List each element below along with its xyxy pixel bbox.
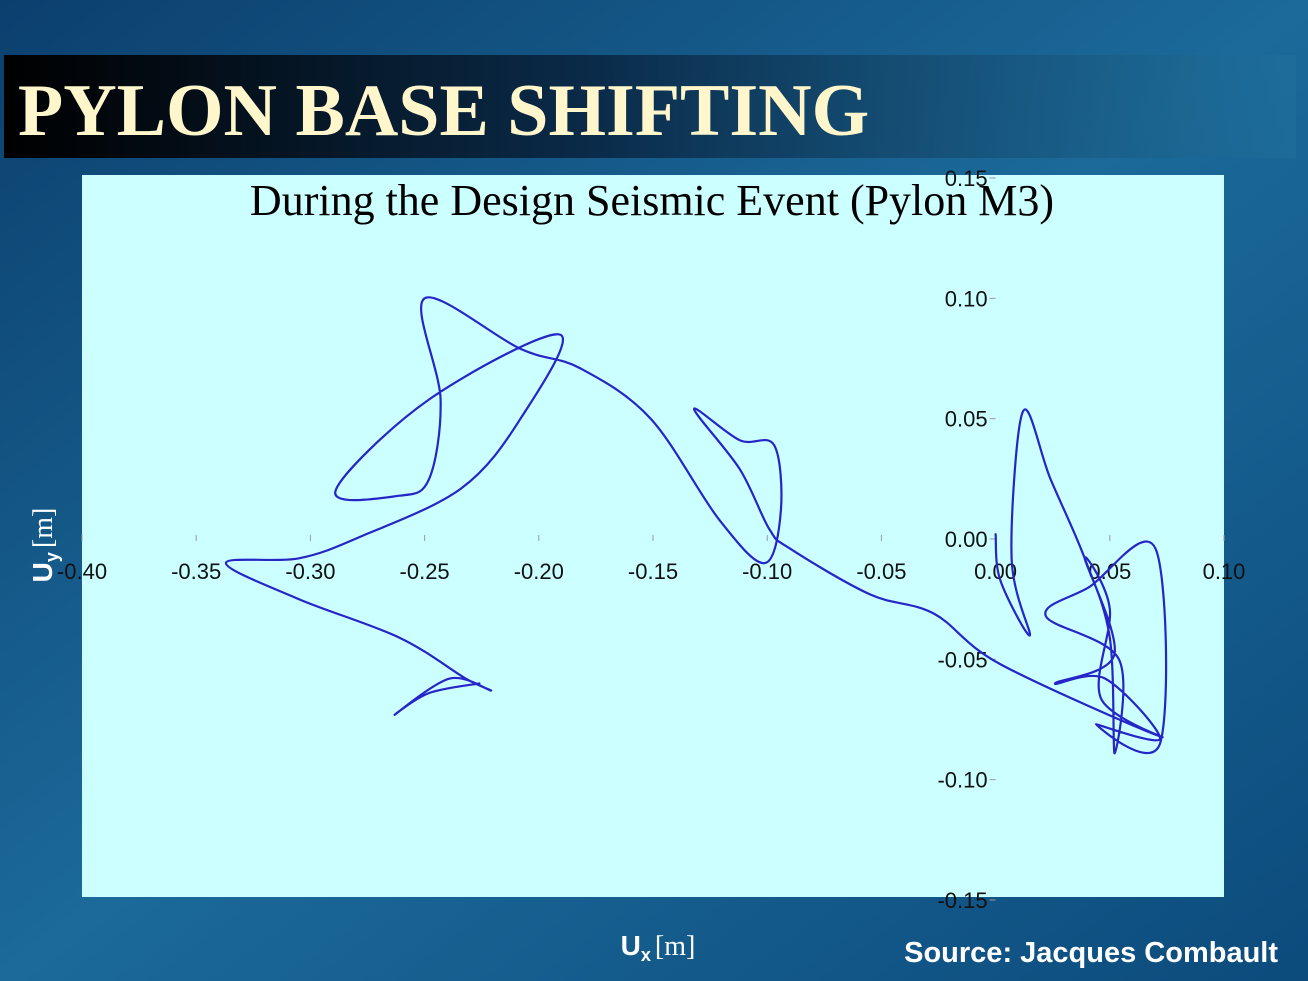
slide-title: PYLON BASE SHIFTING xyxy=(18,70,869,152)
x-label-symbol: U xyxy=(621,930,641,961)
plot: -0.40 -0.35 -0.30 -0.25 -0.20 -0.15 -0.10 -0.05… xyxy=(57,166,1245,913)
y-tick-label: 0.10 xyxy=(945,286,988,311)
y-axis-label: Uy [m] xyxy=(27,508,62,583)
x-tick-label: -0.25 xyxy=(400,559,450,584)
title-bar xyxy=(4,55,1296,158)
x-tick-label: -0.05 xyxy=(856,559,906,584)
y-tick-label: 0.05 xyxy=(945,407,988,432)
x-label-subscript: x xyxy=(641,945,651,965)
x-tick-label: -0.30 xyxy=(285,559,335,584)
y-label-unit: [m] xyxy=(28,508,59,548)
y-label-symbol: U xyxy=(27,562,58,582)
x-tick-label: -0.15 xyxy=(628,559,678,584)
source-note: Source: Jacques Combault xyxy=(904,937,1278,969)
y-tick-label: 0.15 xyxy=(945,166,988,191)
y-label-subscript: y xyxy=(42,552,62,562)
x-tick-label: -0.35 xyxy=(171,559,221,584)
y-tick-label: -0.10 xyxy=(937,768,987,793)
y-tick-label: -0.15 xyxy=(937,888,987,913)
x-tick-label: 0.00 xyxy=(974,559,1017,584)
trajectory-line xyxy=(224,296,1168,755)
x-axis-label: Ux [m] xyxy=(621,930,696,965)
chart-title: During the Design Seismic Event (Pylon M… xyxy=(250,176,1054,225)
x-tick-label: -0.40 xyxy=(57,559,107,584)
x-tick-label: -0.20 xyxy=(514,559,564,584)
x-tick-label: 0.10 xyxy=(1203,559,1246,584)
y-tick-label: 0.00 xyxy=(945,527,988,552)
x-label-unit: [m] xyxy=(655,931,695,962)
